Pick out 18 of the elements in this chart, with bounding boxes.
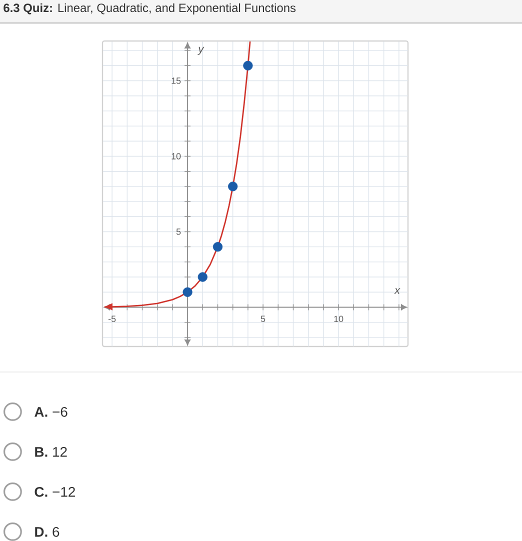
x-axis-title: x [394,288,400,294]
text: A. −6 [34,406,68,417]
x-tick-label: -5 [108,316,116,322]
y-axis-title: y [198,46,204,55]
y-tick-label: 5 [176,228,181,235]
point [212,242,223,252]
text: D. 6 [35,526,60,537]
point [243,60,253,70]
point [182,287,192,297]
x-tick-label: 5 [260,316,266,322]
text: B. 12 [35,446,67,457]
y-tick-label: 10 [172,153,181,160]
chart-title: 6.3 Quiz: Linear, Quadratic, and Exponential Functions [4,3,296,14]
point [228,182,238,192]
point [198,272,208,282]
y-tick-label: 15 [172,78,181,84]
x-tick-label: 10 [334,316,344,322]
text: C. −12 [34,486,75,497]
